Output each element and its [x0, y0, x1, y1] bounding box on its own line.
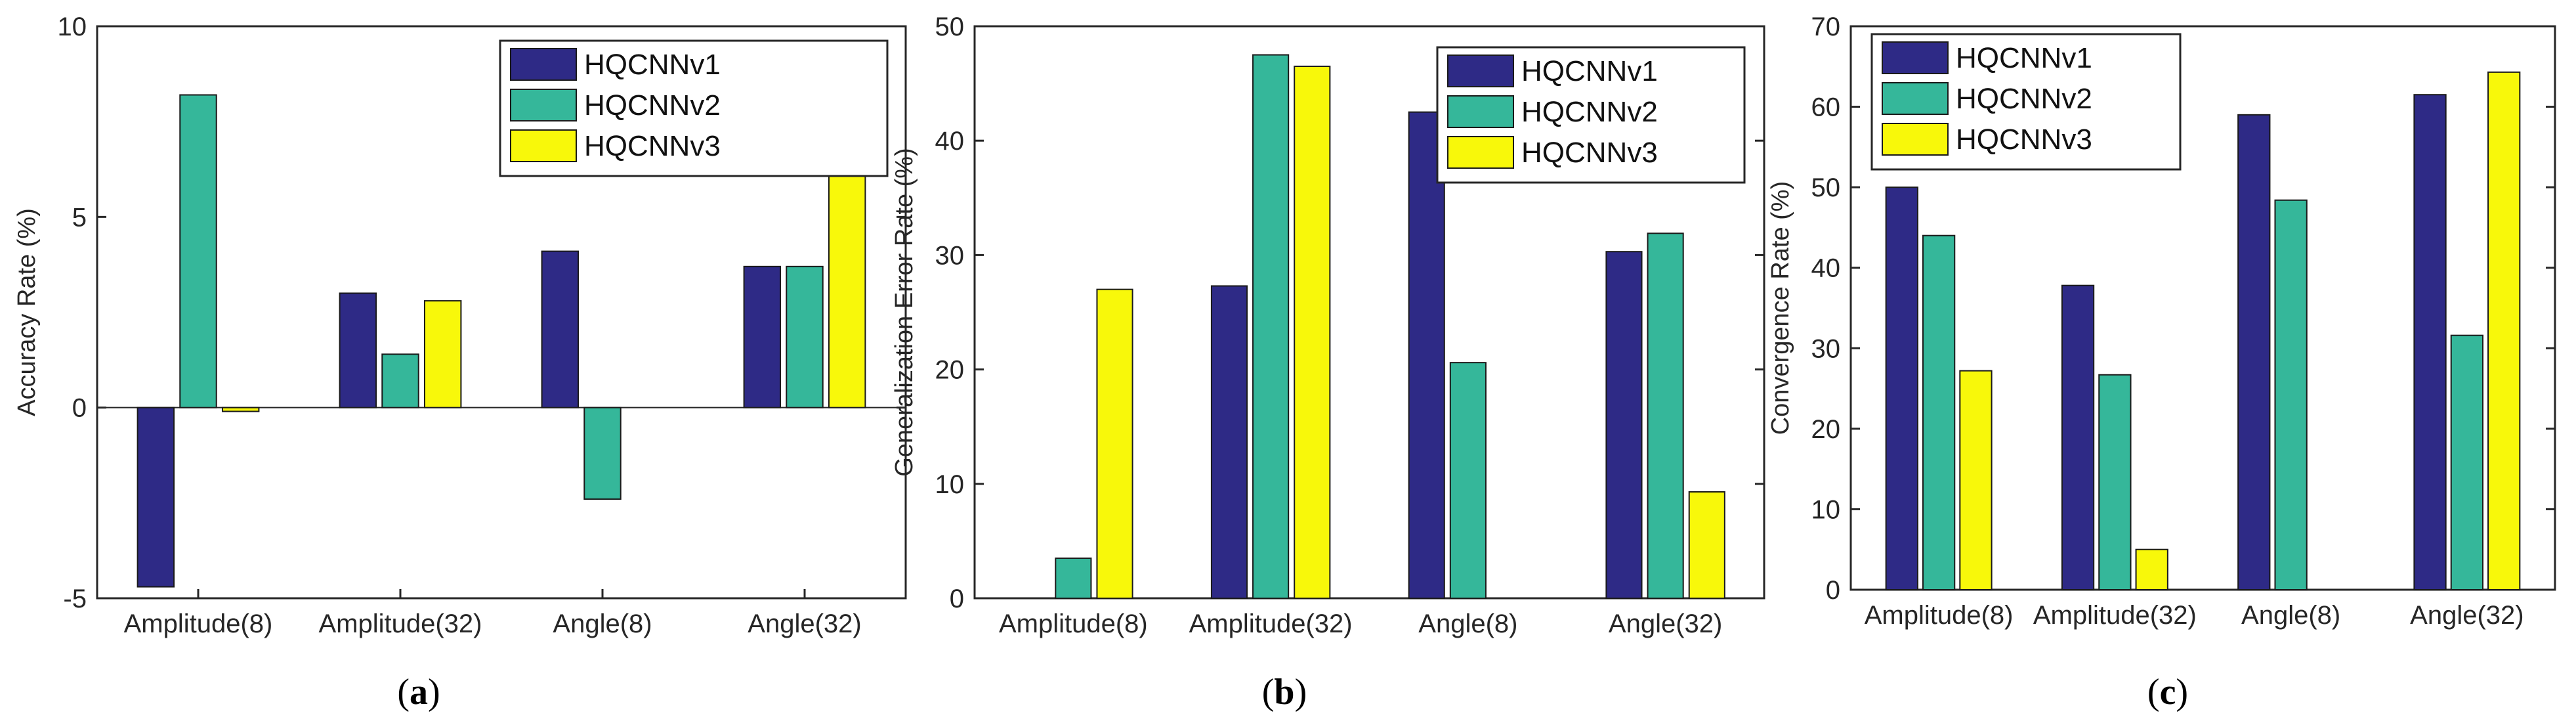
x-tick-label: Angle(32) — [748, 609, 861, 638]
bar-hqcnnv2-1 — [381, 353, 419, 408]
y-axis-label: Convergence Rate (%) — [1767, 181, 1794, 435]
caption-c: (c) — [2147, 672, 2188, 713]
legend-swatch-hqcnnv1 — [1447, 55, 1514, 87]
chart-panel-a: -5 0 5 10 Accuracy Rate (%) Amplitude(8) Ampli… — [13, 12, 907, 638]
bar-hqcnnv3-0 — [221, 406, 260, 412]
bar-hqcnnv1-0 — [137, 406, 175, 588]
legend-swatch-hqcnnv3 — [510, 129, 577, 162]
bar-hqcnnv1-1 — [1210, 285, 1248, 599]
bar-hqcnnv3-1 — [1294, 65, 1331, 600]
bar-hqcnnv3-0 — [1959, 370, 1993, 590]
bar-hqcnnv1-2 — [2237, 114, 2271, 591]
legend-label-hqcnnv3: HQCNNv3 — [1521, 137, 1658, 169]
x-tick-label: Amplitude(32) — [318, 609, 482, 638]
bar-hqcnnv1-2 — [1408, 111, 1445, 599]
x-tick-label: Amplitude(8) — [124, 609, 273, 638]
y-tick-label: 40 — [935, 127, 965, 156]
x-tick-label: Angle(32) — [2410, 601, 2523, 630]
bar-hqcnnv2-2 — [1449, 362, 1487, 599]
y-axis-label: Generalization Error Rate (%) — [891, 148, 918, 477]
legend-swatch-hqcnnv3 — [1882, 123, 1949, 156]
bar-hqcnnv3-1 — [423, 300, 462, 408]
bar-hqcnnv3-3 — [828, 166, 866, 408]
bar-hqcnnv1-1 — [339, 292, 377, 408]
bar-hqcnnv3-3 — [1688, 491, 1725, 600]
x-tick-label: Amplitude(8) — [1865, 601, 2014, 630]
legend-label-hqcnnv1: HQCNNv1 — [1521, 55, 1658, 87]
bar-hqcnnv1-3 — [743, 265, 782, 408]
legend-swatch-hqcnnv1 — [1882, 41, 1949, 74]
bar-hqcnnv2-0 — [1055, 558, 1092, 600]
y-tick-label: 40 — [1811, 254, 1841, 283]
y-tick-label: 0 — [72, 394, 87, 423]
x-tick-label: Angle(32) — [1609, 609, 1722, 638]
y-tick-label: -5 — [63, 584, 87, 613]
y-tick-label: 30 — [935, 241, 965, 270]
bar-hqcnnv1-1 — [2061, 284, 2095, 590]
bar-hqcnnv2-1 — [1252, 54, 1290, 600]
bar-hqcnnv2-2 — [2274, 199, 2308, 590]
legend-swatch-hqcnnv3 — [1447, 136, 1514, 169]
legend-label-hqcnnv3: HQCNNv3 — [584, 130, 721, 162]
bar-hqcnnv2-2 — [583, 406, 622, 500]
bar-hqcnnv2-0 — [179, 94, 217, 408]
legend-label-hqcnnv2: HQCNNv2 — [584, 89, 721, 121]
legend-label-hqcnnv2: HQCNNv2 — [1956, 83, 2092, 115]
legend-label-hqcnnv2: HQCNNv2 — [1521, 96, 1658, 128]
y-tick-label: 0 — [950, 584, 964, 613]
x-tick-label: Amplitude(32) — [2033, 601, 2197, 630]
bar-hqcnnv3-3 — [2487, 71, 2521, 590]
caption-a: (a) — [397, 672, 440, 713]
bar-hqcnnv1-3 — [1605, 251, 1643, 599]
y-tick-label: 0 — [1826, 576, 1840, 605]
bar-hqcnnv2-3 — [1647, 232, 1684, 599]
chart-panel-b: 0 10 20 30 40 50 Generalization Error Rate (%)… — [891, 12, 1765, 638]
bar-hqcnnv2-3 — [786, 265, 824, 408]
bar-hqcnnv2-3 — [2450, 334, 2484, 590]
x-tick-label: Angle(8) — [2241, 601, 2340, 630]
y-tick-label: 60 — [1811, 93, 1841, 122]
legend-swatch-hqcnnv2 — [510, 89, 577, 121]
bar-hqcnnv1-3 — [2413, 94, 2447, 590]
x-tick-label: Angle(8) — [1418, 609, 1517, 638]
y-tick-label: 10 — [1811, 495, 1841, 524]
y-tick-label: 20 — [935, 356, 965, 385]
x-tick-label: Amplitude(32) — [1189, 609, 1353, 638]
y-tick-label: 70 — [1811, 12, 1841, 41]
chart-panel-c: 0 10 20 30 40 50 60 70 Convergence Rate (%) Ampli… — [1767, 12, 2556, 630]
caption-b: (b) — [1262, 672, 1307, 713]
bar-hqcnnv2-1 — [2098, 374, 2132, 591]
y-tick-label: 50 — [1811, 173, 1841, 202]
legend-label-hqcnnv3: HQCNNv3 — [1956, 123, 2092, 156]
y-tick-label: 10 — [935, 470, 965, 499]
legend-swatch-hqcnnv1 — [510, 48, 577, 81]
y-tick-label: 5 — [72, 203, 87, 232]
legend-label-hqcnnv1: HQCNNv1 — [1956, 42, 2092, 74]
x-tick-label: Angle(8) — [553, 609, 652, 638]
legend-swatch-hqcnnv2 — [1882, 82, 1949, 115]
bar-hqcnnv1-2 — [541, 250, 580, 408]
bar-hqcnnv2-0 — [1922, 234, 1956, 590]
legend-label-hqcnnv1: HQCNNv1 — [584, 49, 721, 81]
y-tick-label: 20 — [1811, 415, 1841, 444]
y-tick-label: 50 — [935, 12, 965, 41]
bar-hqcnnv3-0 — [1096, 288, 1133, 599]
legend-swatch-hqcnnv2 — [1447, 95, 1514, 128]
x-tick-label: Amplitude(8) — [999, 609, 1148, 638]
bar-hqcnnv3-1 — [2135, 548, 2168, 591]
y-axis-label: Accuracy Rate (%) — [13, 208, 41, 416]
y-tick-label: 30 — [1811, 334, 1841, 363]
y-tick-label: 10 — [58, 12, 87, 41]
bar-hqcnnv1-0 — [1885, 187, 1918, 590]
